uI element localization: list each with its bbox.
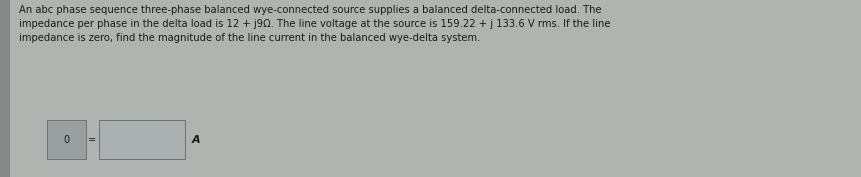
FancyBboxPatch shape: [47, 120, 86, 159]
Text: An abc phase sequence three-phase balanced wye-connected source supplies a balan: An abc phase sequence three-phase balanc…: [19, 5, 610, 42]
FancyBboxPatch shape: [99, 120, 185, 159]
Text: A: A: [191, 135, 200, 145]
Text: 0: 0: [64, 135, 70, 145]
FancyBboxPatch shape: [0, 0, 10, 177]
Text: =: =: [88, 135, 96, 145]
